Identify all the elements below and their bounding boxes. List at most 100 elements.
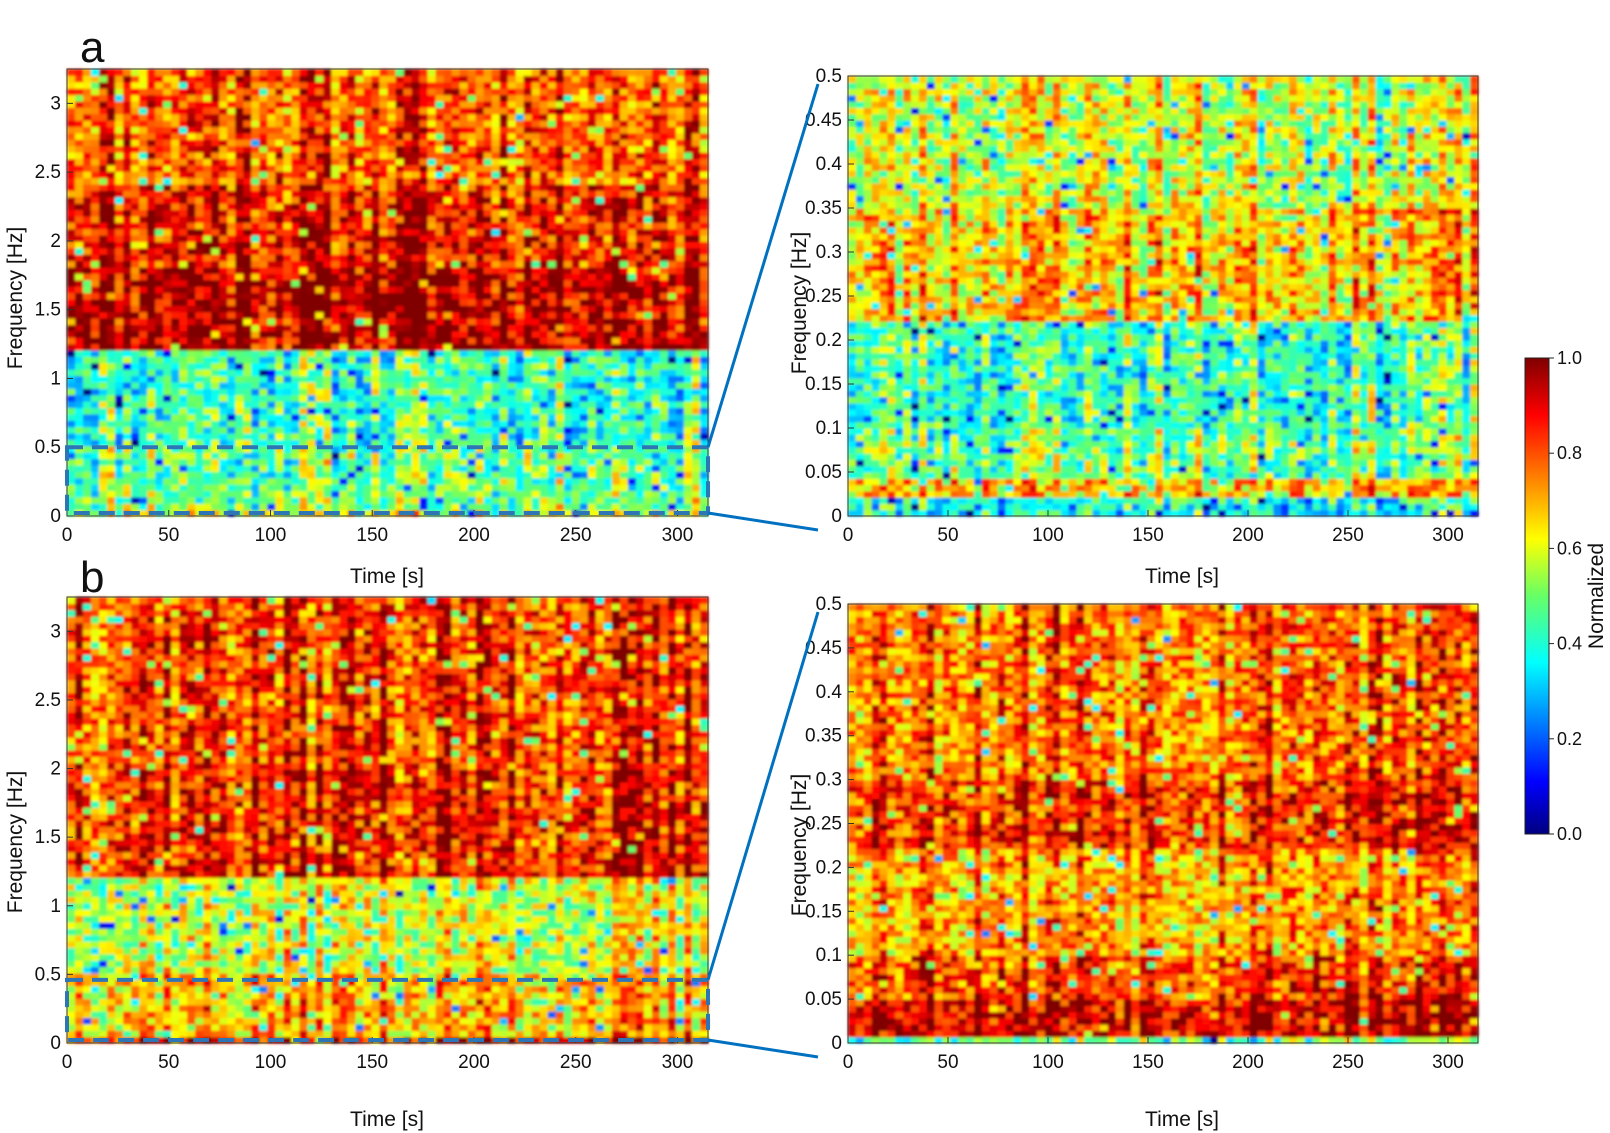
y-tick-label: 1 bbox=[50, 896, 61, 917]
x-tick-label: 100 bbox=[255, 525, 287, 546]
xlabel-a-full: Time [s] bbox=[350, 565, 424, 588]
x-tick-label: 150 bbox=[356, 525, 388, 546]
y-tick-label: 2 bbox=[50, 759, 61, 780]
x-tick-label: 300 bbox=[1432, 1052, 1464, 1073]
y-tick-label: 0.3 bbox=[816, 242, 842, 263]
y-tick-label: 2.5 bbox=[35, 690, 61, 711]
zoom-line-bottom bbox=[707, 1038, 819, 1059]
y-tick-label: 0.5 bbox=[816, 594, 842, 615]
x-tick-label: 50 bbox=[937, 1052, 958, 1073]
y-tick-label: 0.25 bbox=[805, 286, 842, 307]
y-tick-label: 1 bbox=[50, 368, 61, 389]
x-tick-label: 200 bbox=[458, 1052, 490, 1073]
y-tick-label: 0.5 bbox=[816, 66, 842, 87]
y-tick-label: 0.05 bbox=[805, 462, 842, 483]
plot-frame bbox=[66, 596, 709, 1044]
plot-a-full: 0 50 100 150 200 250 300 0 0.5 1 1.5 2 2.5 3 bbox=[35, 68, 710, 546]
xlabel-a-zoom: Time [s] bbox=[1145, 565, 1219, 588]
x-tick-label: 0 bbox=[843, 525, 854, 546]
y-tick-label: 0.3 bbox=[816, 770, 842, 791]
y-tick-label: 0 bbox=[50, 506, 61, 527]
y-tick-label: 1.5 bbox=[35, 827, 61, 848]
y-tick-label: 0.5 bbox=[35, 437, 61, 458]
y-tick-label: 2 bbox=[50, 231, 61, 252]
x-tick-label: 250 bbox=[560, 525, 592, 546]
colorbar-tick-label: 0.4 bbox=[1557, 634, 1582, 654]
y-tick-label: 0.25 bbox=[805, 814, 842, 835]
x-tick-label: 100 bbox=[1032, 525, 1064, 546]
y-tick-label: 0.35 bbox=[805, 726, 842, 747]
panel-label-a: a bbox=[80, 23, 105, 72]
y-tick-label: 0.2 bbox=[816, 330, 842, 351]
x-tick-label: 100 bbox=[1032, 1052, 1064, 1073]
x-tick-label: 150 bbox=[1132, 1052, 1164, 1073]
y-tick-label: 3 bbox=[50, 93, 61, 114]
colorbar-tick-label: 0.2 bbox=[1557, 729, 1582, 749]
y-tick-label: 2.5 bbox=[35, 162, 61, 183]
x-tick-label: 200 bbox=[1232, 1052, 1264, 1073]
heatmap-cells bbox=[67, 69, 709, 517]
xlabel-b-zoom: Time [s] bbox=[1145, 1108, 1219, 1131]
colorbar: 1.0 0.8 0.6 0.4 0.2 0.0 Normalized bbox=[1524, 348, 1608, 844]
ylabel-a-zoom: Frequency [Hz] bbox=[788, 232, 811, 374]
y-tick-label: 0 bbox=[831, 506, 842, 527]
x-tick-label: 300 bbox=[662, 525, 694, 546]
x-tick-label: 200 bbox=[458, 525, 490, 546]
zoom-line-top bbox=[706, 611, 820, 981]
y-tick-label: 0.45 bbox=[805, 110, 842, 131]
colorbar-tick-label: 0.8 bbox=[1557, 443, 1582, 463]
plot-a-zoom: 0 50 100 150 200 250 300 0 0.05 0.1 0.15 0.2 0.25 0.3… bbox=[805, 66, 1479, 546]
heatmap-cells bbox=[848, 604, 1479, 1044]
heatmap-cells bbox=[67, 597, 709, 1044]
y-tick-label: 0.1 bbox=[816, 418, 842, 439]
y-tick-label: 0 bbox=[831, 1033, 842, 1054]
y-tick-label: 0.15 bbox=[805, 374, 842, 395]
x-tick-label: 250 bbox=[1332, 525, 1364, 546]
y-tick-label: 0.4 bbox=[816, 154, 843, 175]
xlabel-b-full: Time [s] bbox=[350, 1108, 424, 1131]
y-tick-label: 0 bbox=[50, 1033, 61, 1054]
x-tick-label: 0 bbox=[843, 1052, 854, 1073]
plot-b-full: 0 50 100 150 200 250 300 0 0.5 1 1.5 2 2.5 3 bbox=[35, 596, 710, 1073]
ylabel-b-zoom: Frequency [Hz] bbox=[788, 774, 811, 916]
zoom-connector-lines bbox=[706, 83, 820, 1059]
colorbar-tick-label: 0.0 bbox=[1557, 824, 1582, 844]
ylabel-a-full: Frequency [Hz] bbox=[4, 227, 27, 369]
y-tick-label: 0.05 bbox=[805, 989, 842, 1010]
x-tick-label: 150 bbox=[1132, 525, 1164, 546]
colorbar-tick-label: 1.0 bbox=[1557, 348, 1582, 368]
x-tick-label: 300 bbox=[662, 1052, 694, 1073]
y-tick-label: 0.5 bbox=[35, 964, 61, 985]
ylabel-b-full: Frequency [Hz] bbox=[4, 771, 27, 913]
x-tick-label: 300 bbox=[1432, 525, 1464, 546]
x-tick-label: 150 bbox=[356, 1052, 388, 1073]
y-tick-label: 0.4 bbox=[816, 682, 843, 703]
zoom-line-top bbox=[706, 83, 820, 448]
y-tick-label: 1.5 bbox=[35, 300, 61, 321]
zoom-line-bottom bbox=[707, 511, 819, 532]
y-tick-label: 0.45 bbox=[805, 638, 842, 659]
colorbar-label: Normalized bbox=[1585, 543, 1608, 649]
x-tick-label: 200 bbox=[1232, 525, 1264, 546]
x-tick-label: 50 bbox=[158, 525, 179, 546]
y-tick-label: 3 bbox=[50, 621, 61, 642]
x-tick-label: 0 bbox=[62, 525, 73, 546]
highlight-box bbox=[65, 445, 710, 516]
y-tick-label: 0.15 bbox=[805, 901, 842, 922]
x-tick-label: 250 bbox=[560, 1052, 592, 1073]
x-tick-label: 0 bbox=[62, 1052, 73, 1073]
x-tick-label: 250 bbox=[1332, 1052, 1364, 1073]
plot-frame bbox=[66, 68, 709, 517]
x-tick-label: 100 bbox=[255, 1052, 287, 1073]
colorbar-gradient bbox=[1524, 357, 1550, 835]
y-tick-label: 0.2 bbox=[816, 857, 842, 878]
plot-b-zoom: 0 50 100 150 200 250 300 0 0.05 0.1 0.15 0.2 0.25 0.3… bbox=[805, 594, 1479, 1073]
x-tick-label: 50 bbox=[937, 525, 958, 546]
x-tick-label: 50 bbox=[158, 1052, 179, 1073]
y-tick-label: 0.1 bbox=[816, 945, 842, 966]
heatmap-cells bbox=[848, 76, 1479, 517]
colorbar-tick-label: 0.6 bbox=[1557, 538, 1582, 558]
y-tick-label: 0.35 bbox=[805, 198, 842, 219]
panel-label-b: b bbox=[80, 553, 104, 602]
